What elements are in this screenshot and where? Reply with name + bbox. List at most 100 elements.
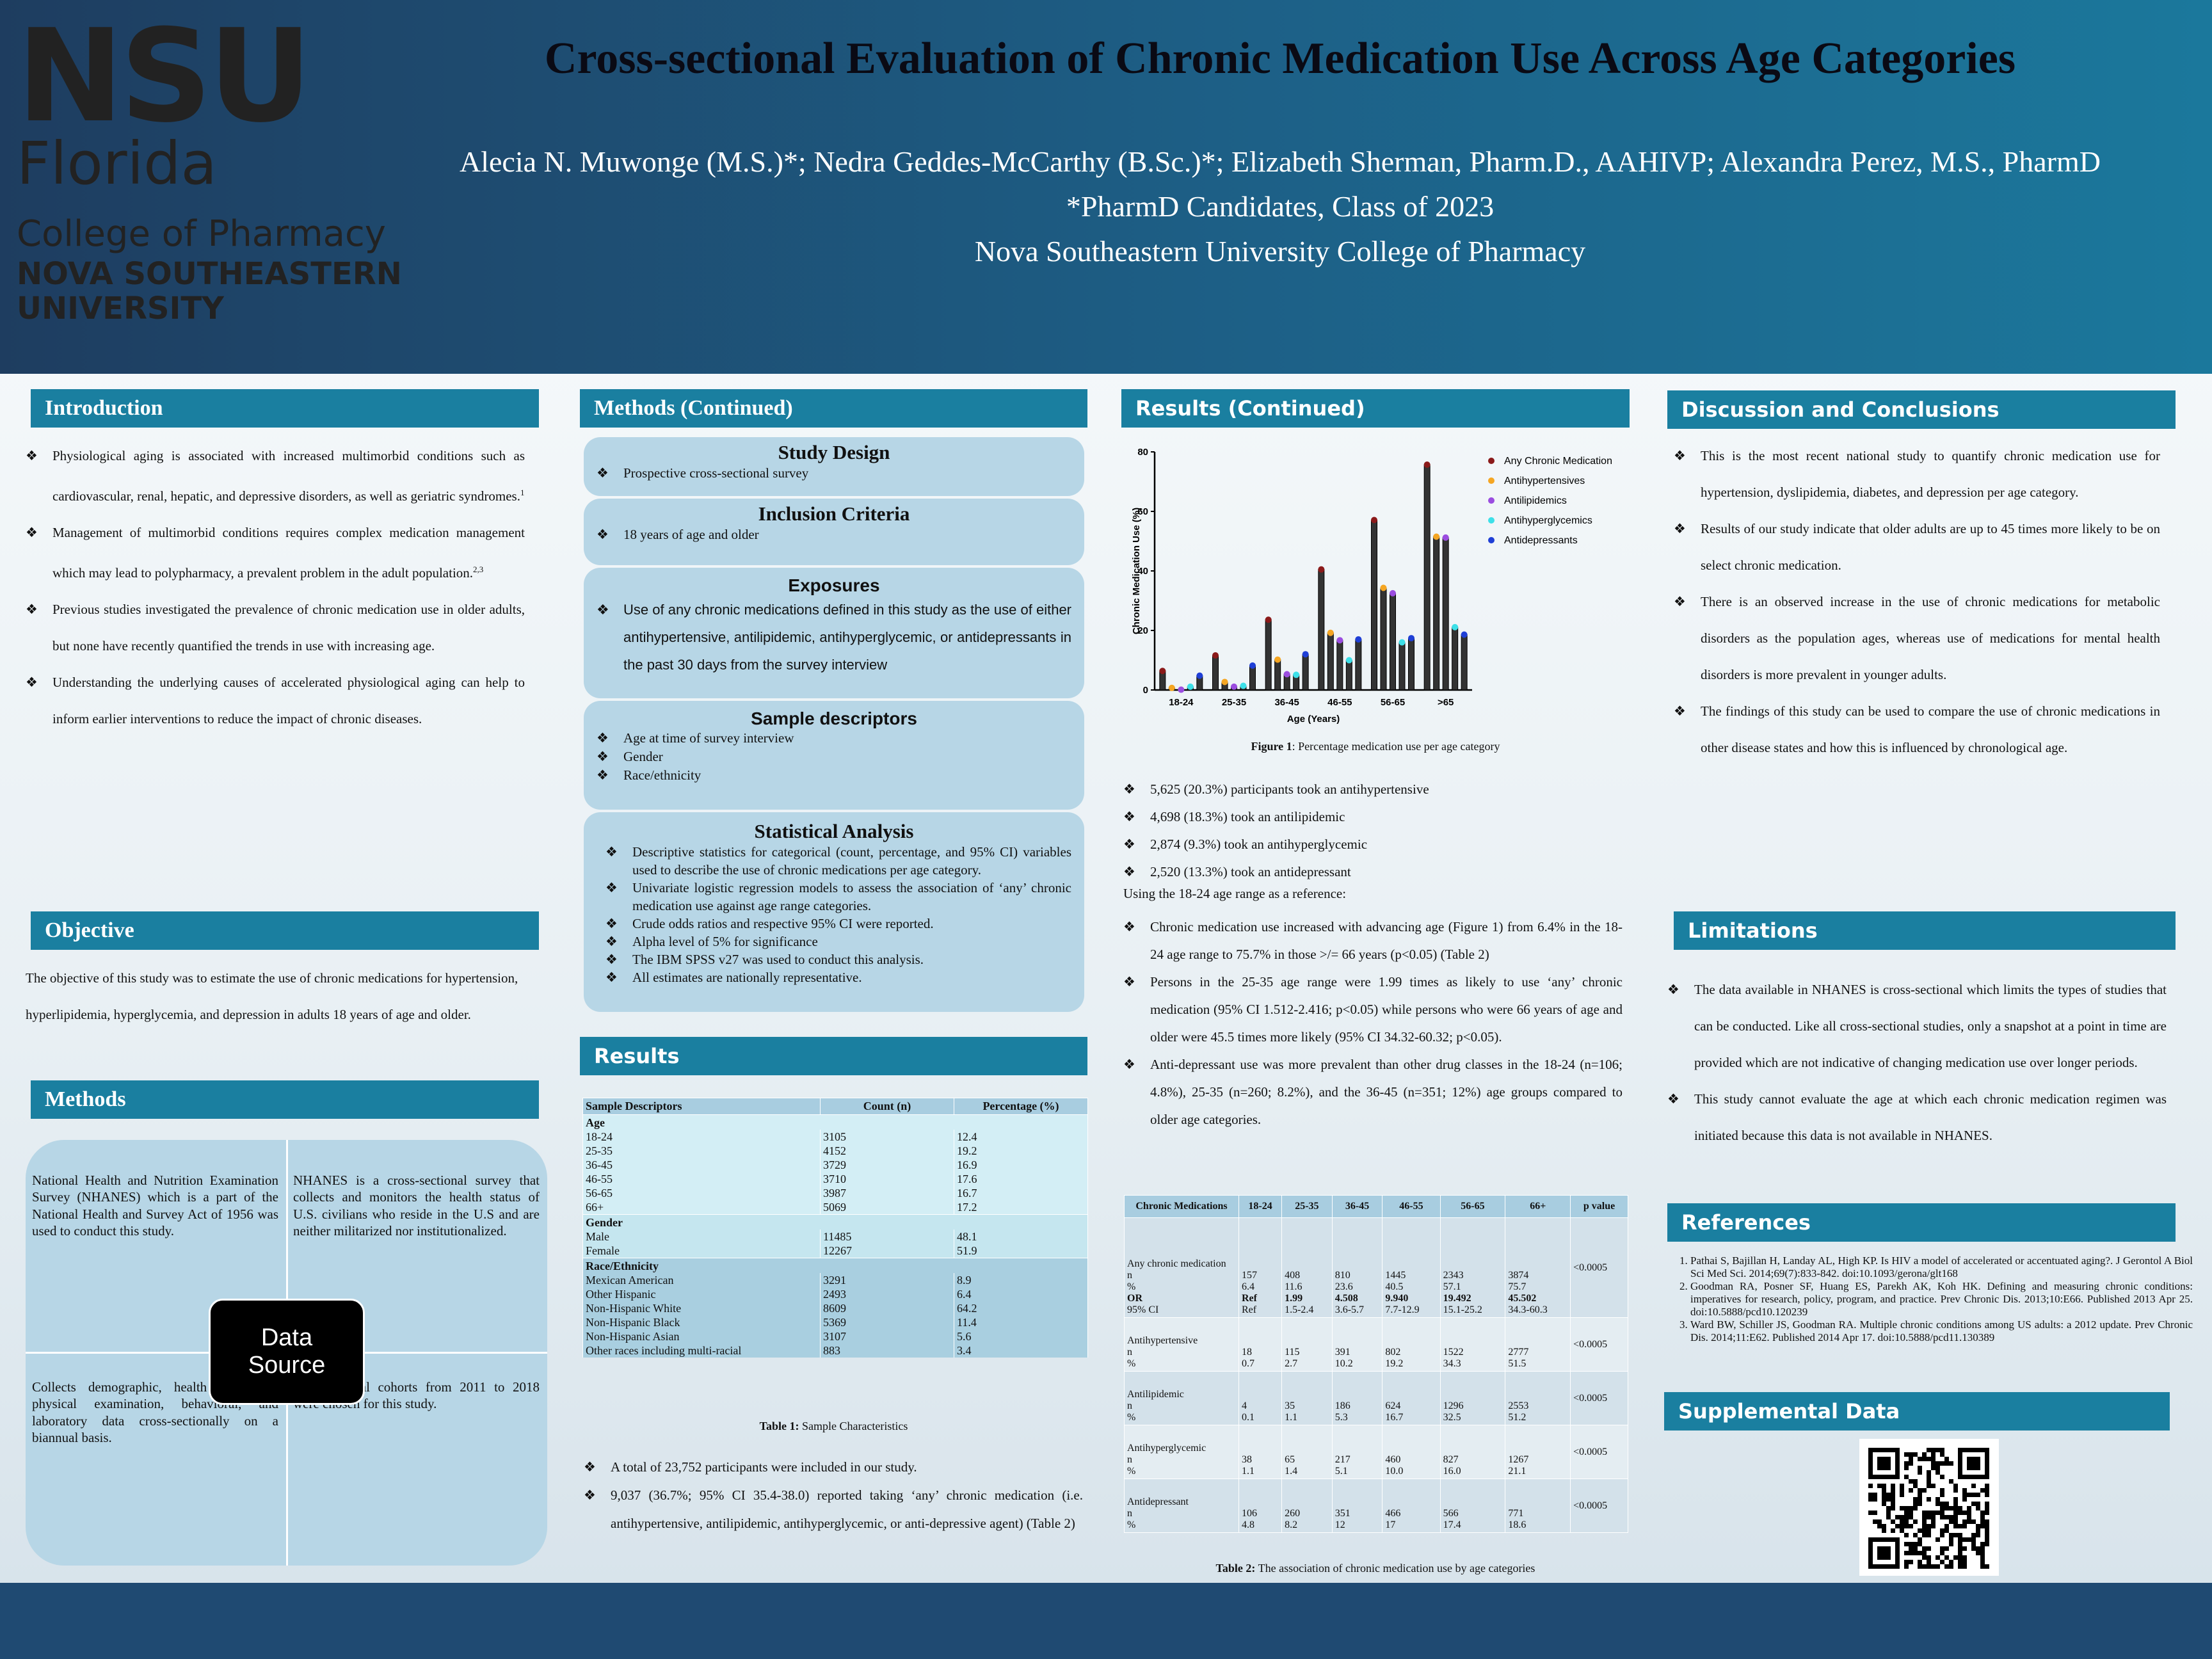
- qr-module: [1980, 1560, 1985, 1564]
- qr-module: [1953, 1533, 1958, 1537]
- qr-module: [1931, 1448, 1936, 1452]
- data-row: 56-65 3987 16.7: [582, 1186, 1088, 1200]
- qr-module: [1927, 1511, 1931, 1515]
- bar: [1212, 655, 1219, 691]
- label-line: 95% CI: [1127, 1304, 1159, 1315]
- label-line: n: [1127, 1400, 1132, 1411]
- qr-module: [1958, 1564, 1962, 1569]
- data-row: Any chronic medication n% OR 95% CI 157 6.4 Re…: [1124, 1217, 1628, 1318]
- qr-module: [1958, 1537, 1962, 1542]
- cell: 35 1.1: [1281, 1371, 1333, 1425]
- cell: 46-55: [582, 1172, 821, 1186]
- qr-module: [1940, 1560, 1944, 1564]
- qr-module: [1944, 1461, 1949, 1466]
- qr-module: [1886, 1497, 1891, 1502]
- bar: [1423, 464, 1431, 691]
- qr-module: [1971, 1519, 1976, 1524]
- qr-module: [1985, 1502, 1989, 1506]
- cell: 2553 51.2: [1505, 1371, 1571, 1425]
- label-line: %: [1127, 1466, 1136, 1477]
- cell: 12.4: [954, 1130, 1088, 1144]
- qr-module: [1927, 1546, 1931, 1551]
- qr-module: [1931, 1457, 1936, 1461]
- cell: Male: [582, 1230, 821, 1244]
- qr-module: [1958, 1560, 1962, 1564]
- qr-module: [1940, 1452, 1944, 1457]
- qr-module: [1913, 1546, 1918, 1551]
- cell: 48.1: [954, 1230, 1088, 1244]
- label-line: %: [1127, 1412, 1136, 1423]
- cell: 408 11.6 1.99 1.5-2.4: [1281, 1217, 1333, 1318]
- qr-module: [1913, 1479, 1918, 1484]
- qr-module: [1958, 1551, 1962, 1555]
- reference: Pathai S, Bajillan H, Landay AL, High KP…: [1690, 1254, 2193, 1280]
- qr-module: [1980, 1546, 1985, 1551]
- logo-nsu: NSU: [17, 2, 312, 151]
- qr-module: [1936, 1461, 1940, 1466]
- row-label: Antihypertensive n%: [1124, 1317, 1239, 1372]
- qr-module: [1918, 1551, 1922, 1555]
- cell-line: 351: [1334, 1508, 1350, 1519]
- cell: 64.2: [954, 1301, 1088, 1315]
- qr-module: [1877, 1457, 1891, 1470]
- p-value: <0.0005: [1570, 1371, 1628, 1425]
- cell-line: 810: [1334, 1270, 1350, 1281]
- qr-module: [1967, 1493, 1971, 1497]
- cell-line: 5.3: [1334, 1412, 1348, 1423]
- bullet-text: Management of multimorbid conditions req…: [52, 525, 525, 581]
- data-row: Non-Hispanic Asian 3107 5.6: [582, 1329, 1088, 1343]
- qr-module: [1882, 1488, 1886, 1493]
- cell: 2343 57.1 19.492 15.1-25.2: [1439, 1217, 1506, 1318]
- cell-line: 391: [1334, 1347, 1350, 1358]
- qr-module: [1940, 1528, 1944, 1533]
- bar-marker: [1187, 683, 1194, 690]
- bar: [1302, 653, 1309, 691]
- data-row: Male 11485 48.1: [582, 1230, 1088, 1244]
- qr-module: [1976, 1551, 1980, 1555]
- bullet-list: Descriptive statistics for categorical (…: [597, 843, 1071, 986]
- qr-module: [1927, 1524, 1931, 1528]
- bar: [1274, 659, 1281, 691]
- qr-module: [1971, 1546, 1976, 1551]
- cell: 17.2: [954, 1200, 1088, 1215]
- bullet-list: The data available in NHANES is cross-se…: [1667, 972, 2167, 1154]
- qr-module: [1940, 1502, 1944, 1506]
- cell-line: 115: [1285, 1347, 1300, 1358]
- qr-module: [1962, 1555, 1967, 1560]
- qr-module: [1931, 1452, 1936, 1457]
- bar-marker: [1390, 589, 1396, 597]
- cell: 1445 40.5 9.940 7.7-12.9: [1382, 1217, 1441, 1318]
- qr-module: [1900, 1524, 1904, 1528]
- qr-module: [1949, 1533, 1953, 1537]
- cell-line: 1522: [1443, 1347, 1464, 1358]
- qr-module: [1967, 1506, 1971, 1511]
- bullet-item: Physiological aging is associated with i…: [26, 438, 525, 515]
- cell: 186 5.3: [1331, 1371, 1383, 1425]
- qr-module: [1953, 1515, 1958, 1519]
- cell: 8.9: [954, 1273, 1088, 1287]
- bullet-text: Previous studies investigated the preval…: [52, 602, 525, 653]
- cell: 827 16.0: [1439, 1425, 1506, 1479]
- title: Cross-sectional Evaluation of Chronic Me…: [544, 34, 2016, 83]
- qr-module: [1922, 1515, 1927, 1519]
- cell: 466 17: [1382, 1479, 1441, 1533]
- qr-module: [1949, 1461, 1953, 1466]
- header-cell: 66+: [1505, 1195, 1571, 1218]
- cell-line: 466: [1385, 1508, 1401, 1519]
- bar-marker: [1336, 637, 1343, 644]
- bullet-item: There is an observed increase in the use…: [1674, 584, 2160, 693]
- qr-module: [1985, 1524, 1989, 1528]
- qr-code[interactable]: [1859, 1439, 1999, 1576]
- label-line: n: [1127, 1508, 1132, 1519]
- legend-label: Antidepressants: [1504, 535, 1578, 546]
- row-label: Antihyperglycemic n%: [1124, 1425, 1239, 1479]
- qr-module: [1882, 1528, 1886, 1533]
- bar-marker: [1355, 636, 1362, 643]
- qr-module: [1949, 1506, 1953, 1511]
- logo-college: College of Pharmacy: [17, 213, 386, 255]
- qr-module: [1958, 1524, 1962, 1528]
- qr-module: [1976, 1506, 1980, 1511]
- bar-marker: [1196, 672, 1203, 679]
- bullet-item: 5,625 (20.3%) participants took an antih…: [1123, 776, 1623, 803]
- objective-text: The objective of this study was to estim…: [26, 970, 518, 1022]
